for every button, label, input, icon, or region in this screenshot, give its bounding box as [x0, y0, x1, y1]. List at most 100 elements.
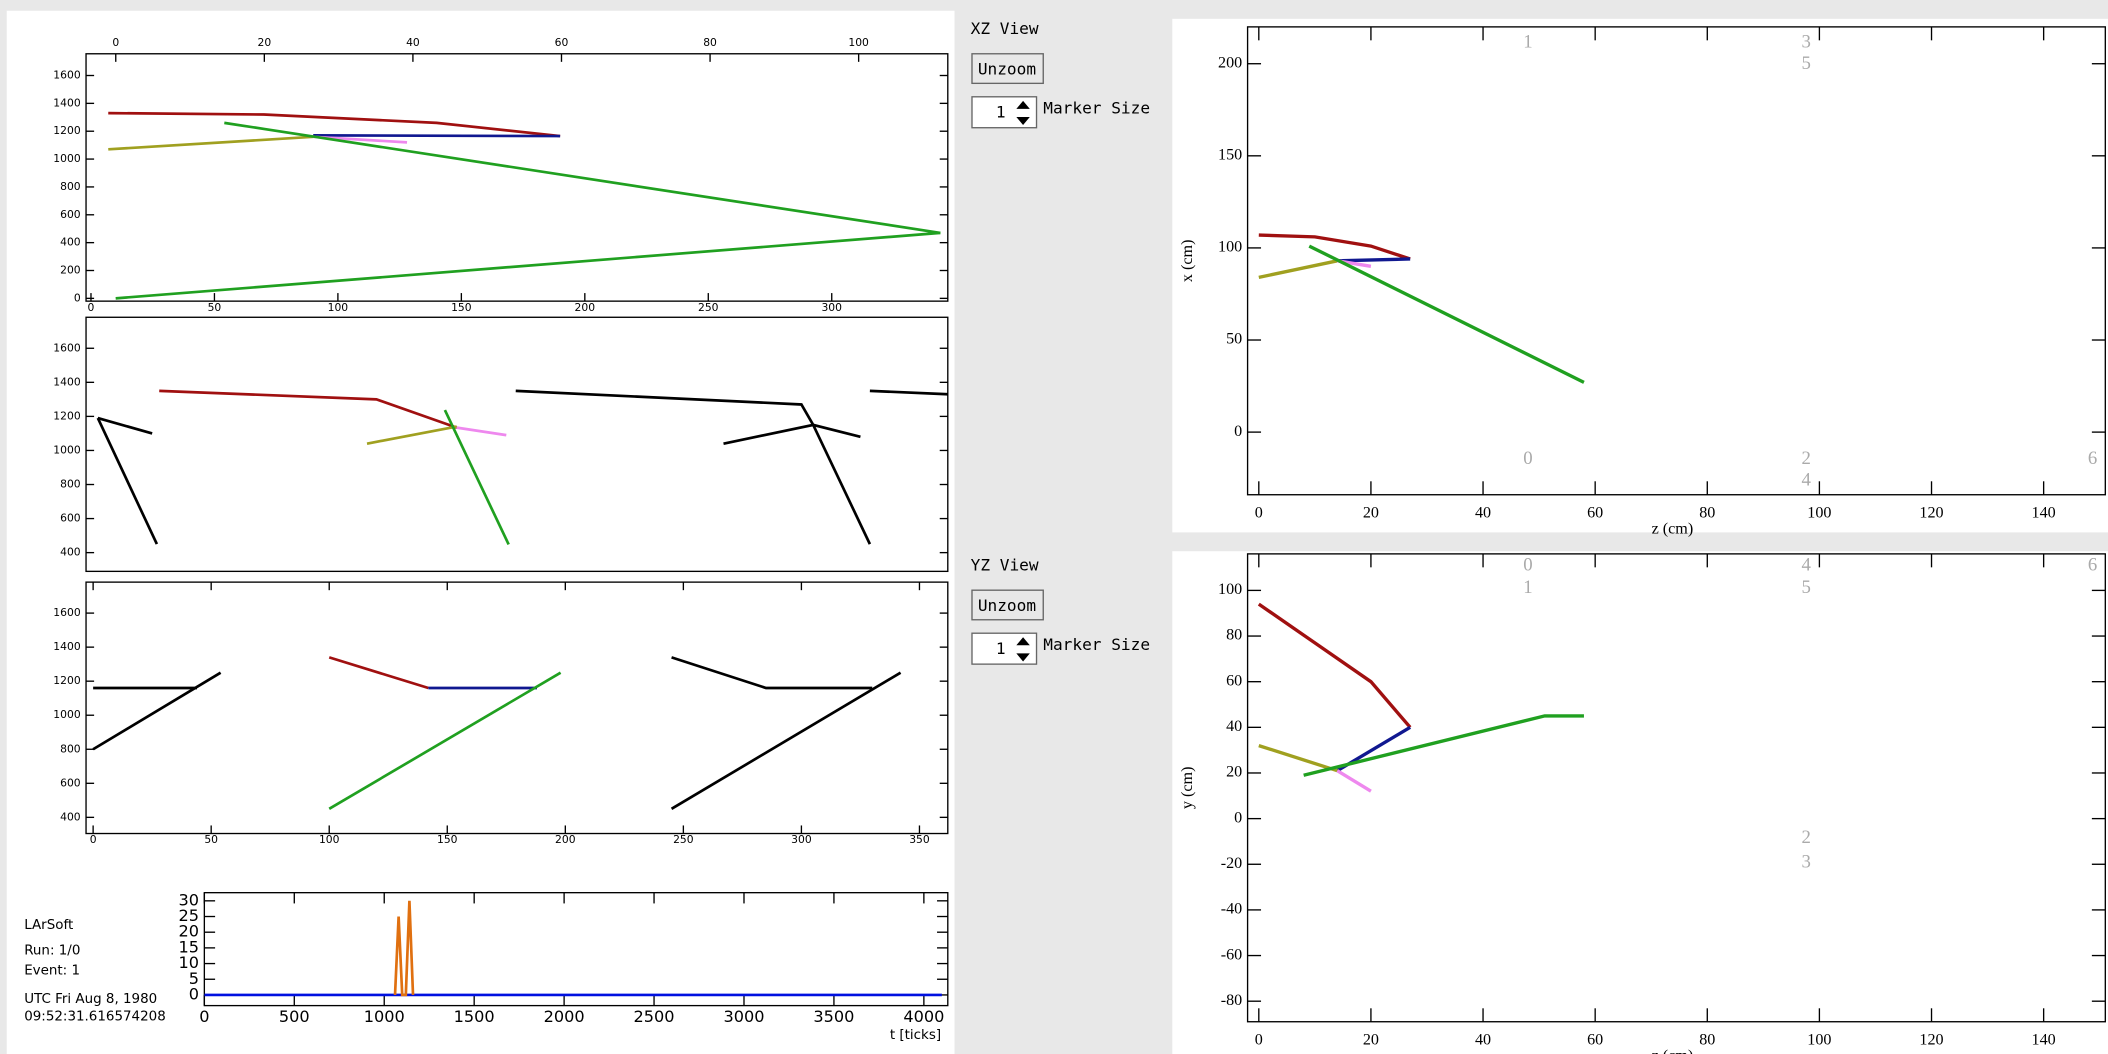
y-tick-label: -80	[1221, 992, 1243, 1009]
plot-frame	[86, 582, 948, 833]
plot-frame	[1248, 554, 2106, 1022]
x-tick-label: 20	[1363, 504, 1379, 521]
x-tick-label: 300	[791, 833, 812, 846]
x-tick-label: 100	[328, 301, 349, 314]
x-tick-label: 80	[1699, 504, 1715, 521]
y-tick-label: 150	[1218, 147, 1242, 164]
y-tick-label: 1000	[53, 708, 81, 721]
x-tick-label: 120	[1919, 504, 1943, 521]
y-tick-label: 80	[1226, 627, 1242, 644]
x-axis-label: z (cm)	[1652, 1047, 1694, 1054]
track	[1337, 259, 1410, 261]
program-name: LArSoft	[24, 918, 73, 933]
y-tick-label: 40	[1226, 718, 1242, 735]
x-tick-label: 0	[199, 1007, 209, 1026]
tpc-label: 6	[2088, 448, 2097, 469]
y-tick-label: 1600	[53, 606, 81, 619]
x-tick-label: 3000	[723, 1007, 764, 1026]
y-tick-label: 1600	[53, 341, 81, 354]
x-tick-label: 3500	[813, 1007, 854, 1026]
top-x-tick-label: 20	[257, 36, 271, 49]
tpc-label: 6	[2088, 554, 2097, 575]
x-axis-label: z (cm)	[1652, 520, 1694, 537]
y-tick-label: 200	[60, 264, 81, 277]
y-tick-label: -20	[1221, 855, 1243, 872]
x-tick-label: 4000	[903, 1007, 944, 1026]
tpc-label: 3	[1801, 31, 1810, 52]
top-x-tick-label: 100	[848, 36, 869, 49]
x-tick-label: 0	[88, 301, 95, 314]
x-tick-label: 1500	[454, 1007, 495, 1026]
tpc-label: 0	[1523, 448, 1532, 469]
x-tick-label: 0	[90, 833, 97, 846]
y-tick-label: 600	[60, 208, 81, 221]
x-tick-label: 50	[208, 301, 222, 314]
marker-size-value: 1	[996, 639, 1006, 658]
y-tick-label: 400	[60, 810, 81, 823]
body: LArSoft Run: 1/0 Event: 1 UTC Fri Aug 8,…	[0, 0, 2108, 1054]
x-tick-label: 100	[1807, 504, 1831, 521]
y-tick-label: 0	[74, 291, 81, 304]
y-tick-label: 1000	[53, 152, 81, 165]
event-date: UTC Fri Aug 8, 1980	[24, 992, 157, 1007]
unzoom-label: Unzoom	[978, 596, 1036, 615]
y-tick-label: 400	[60, 236, 81, 249]
top-x-tick-label: 80	[703, 36, 717, 49]
y-tick-label: 1400	[53, 375, 81, 388]
x-tick-label: 500	[279, 1007, 310, 1026]
y-tick-label: 1400	[53, 96, 81, 109]
y-tick-label: 800	[60, 478, 81, 491]
marker-size-label: Marker Size	[1043, 635, 1150, 654]
x-tick-label: 150	[437, 833, 458, 846]
x-tick-label: 2000	[544, 1007, 585, 1026]
tpc-label: 4	[1801, 554, 1811, 575]
x-tick-label: 100	[319, 833, 340, 846]
unzoom-label: Unzoom	[978, 59, 1036, 78]
x-tick-label: 100	[1807, 1031, 1831, 1048]
event-number: Event: 1	[24, 964, 80, 979]
y-tick-label: -40	[1221, 901, 1243, 918]
y-tick-label: 1200	[53, 124, 81, 137]
y-tick-label: 600	[60, 776, 81, 789]
y-tick-label: 800	[60, 742, 81, 755]
y-tick-label: 200	[1218, 54, 1242, 71]
y-tick-label: 800	[60, 180, 81, 193]
y-tick-label: 0	[1234, 809, 1242, 826]
y-tick-label: 50	[1226, 331, 1242, 348]
event-display: LArSoft Run: 1/0 Event: 1 UTC Fri Aug 8,…	[0, 0, 2108, 1054]
y-tick-label: 0	[1234, 423, 1242, 440]
x-tick-label: 1000	[364, 1007, 405, 1026]
x-tick-label: 60	[1587, 1031, 1603, 1048]
y-tick-label: 100	[1218, 581, 1242, 598]
x-tick-label: 60	[1587, 504, 1603, 521]
top-x-tick-label: 40	[406, 36, 420, 49]
y-tick-label: 1600	[53, 69, 81, 82]
tpc-label: 1	[1523, 577, 1532, 598]
x-tick-label: 200	[575, 301, 596, 314]
y-tick-label: 600	[60, 512, 81, 525]
view-title: YZ View	[971, 555, 1039, 574]
page: Event display { "event_info": {"program"…	[0, 0, 2108, 1054]
y-tick-label: 400	[60, 546, 81, 559]
top-x-tick-label: 60	[555, 36, 569, 49]
tpc-label: 5	[1801, 577, 1810, 598]
y-axis-label: x (cm)	[1179, 240, 1196, 283]
x-tick-label: 120	[1919, 1031, 1943, 1048]
marker-size-label: Marker Size	[1043, 98, 1150, 117]
top-x-tick-label: 0	[112, 36, 119, 49]
x-tick-label: 200	[555, 833, 576, 846]
x-tick-label: 20	[1363, 1031, 1379, 1048]
view-title: XZ View	[971, 19, 1039, 38]
x-tick-label: 2500	[634, 1007, 675, 1026]
y-tick-label: 20	[1226, 764, 1242, 781]
x-tick-label: 250	[698, 301, 719, 314]
x-tick-label: 0	[1255, 1031, 1263, 1048]
x-tick-label: 40	[1475, 1031, 1491, 1048]
x-tick-label: 50	[204, 833, 218, 846]
y-tick-label: 30	[178, 890, 199, 909]
run-number: Run: 1/0	[24, 943, 80, 958]
y-tick-label: 60	[1226, 672, 1242, 689]
x-axis-label: t [ticks]	[890, 1028, 941, 1043]
track	[313, 135, 560, 136]
plot-frame	[86, 54, 948, 301]
